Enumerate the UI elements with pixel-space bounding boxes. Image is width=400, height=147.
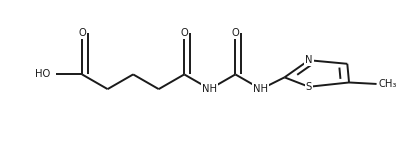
Text: NH: NH (202, 84, 217, 94)
Text: S: S (306, 82, 312, 92)
Text: NH: NH (254, 84, 268, 94)
Text: O: O (78, 28, 86, 38)
Text: N: N (305, 55, 313, 65)
Text: O: O (232, 28, 239, 38)
Text: CH₃: CH₃ (378, 79, 397, 89)
Text: HO: HO (35, 69, 50, 79)
Text: O: O (180, 28, 188, 38)
